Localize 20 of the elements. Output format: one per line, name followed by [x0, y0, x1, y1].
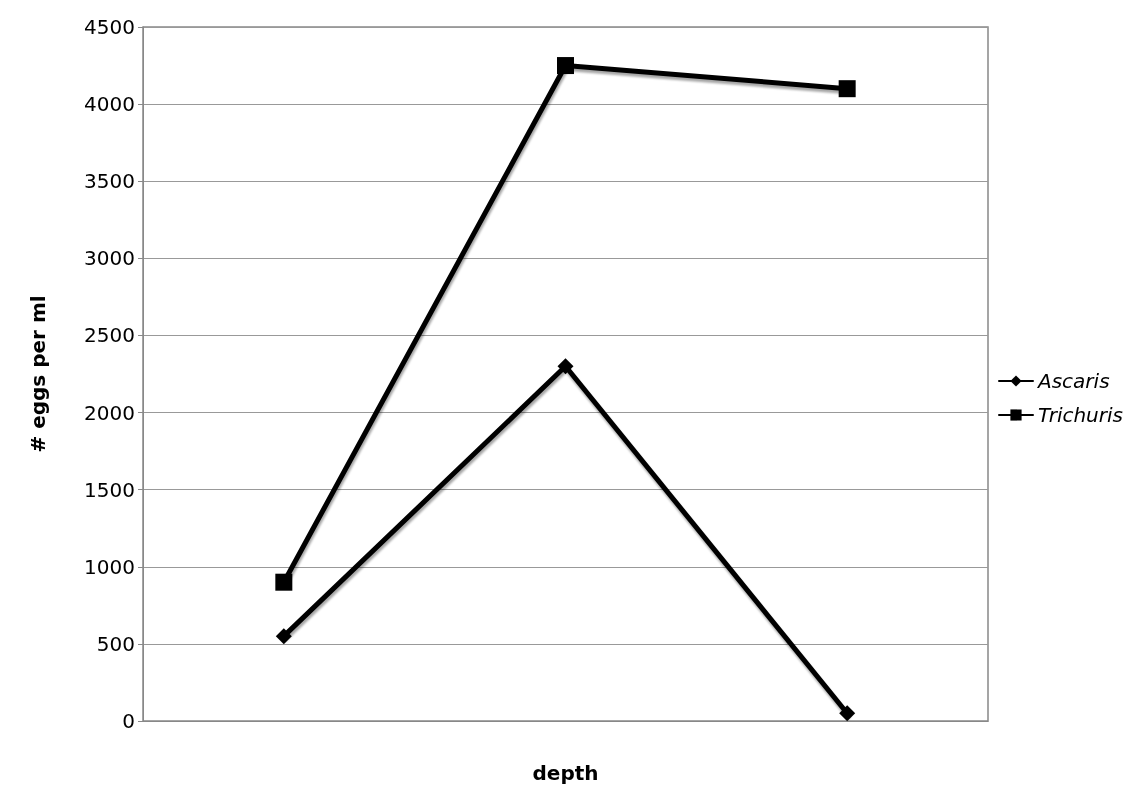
- y-tick-label: 4000: [84, 92, 135, 117]
- y-tick-label: 1000: [84, 554, 135, 579]
- y-tick-label: 3000: [84, 246, 135, 271]
- y-tick-label: 500: [96, 631, 135, 656]
- y-tick-label: 2500: [84, 323, 135, 348]
- y-tick-label: 3500: [84, 169, 135, 194]
- y-axis-title: # eggs per ml: [26, 295, 50, 453]
- legend-label: Trichuris: [1038, 403, 1123, 427]
- legend-label: Ascaris: [1036, 369, 1110, 393]
- point: [557, 358, 574, 375]
- y-tick-label: 1500: [84, 477, 135, 502]
- y-tick-label: 4500: [84, 15, 135, 39]
- point: [275, 573, 293, 591]
- point: [838, 80, 856, 98]
- point: [839, 705, 856, 722]
- y-tick-label: 0: [122, 709, 135, 733]
- x-axis-title: depth: [532, 761, 599, 785]
- point: [275, 628, 292, 645]
- y-tick-label: 2000: [84, 400, 135, 425]
- point: [557, 57, 574, 75]
